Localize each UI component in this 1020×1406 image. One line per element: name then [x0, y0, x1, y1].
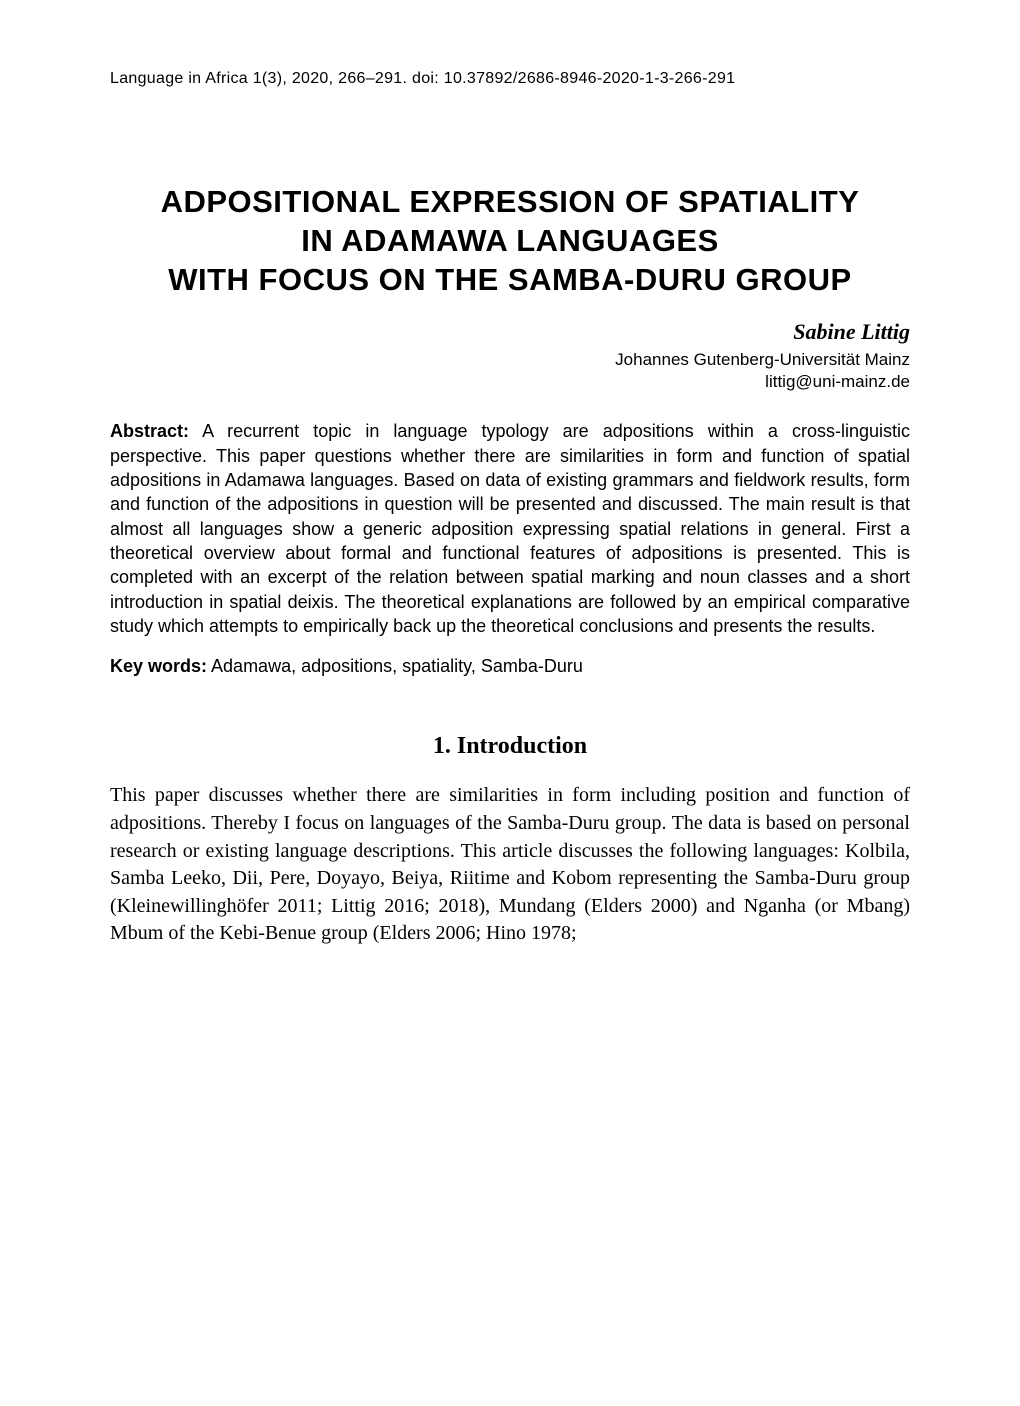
author-affiliation: Johannes Gutenberg-Universität Mainz lit… — [110, 349, 910, 393]
section-heading-introduction: 1. Introduction — [110, 733, 910, 760]
author-name: Sabine Littig — [110, 319, 910, 345]
keywords-paragraph: Key words: Adamawa, adpositions, spatial… — [110, 654, 910, 678]
title-line-3: WITH FOCUS ON THE SAMBA-DURU GROUP — [168, 262, 851, 297]
title-line-1: ADPOSITIONAL EXPRESSION OF SPATIALITY — [161, 184, 860, 219]
title-line-2: IN ADAMAWA LANGUAGES — [301, 223, 719, 258]
abstract-paragraph: Abstract: A recurrent topic in language … — [110, 419, 910, 638]
citation-line: Language in Africa 1(3), 2020, 266–291. … — [110, 70, 910, 88]
article-title: ADPOSITIONAL EXPRESSION OF SPATIALITY IN… — [110, 183, 910, 299]
affiliation-email: littig@uni-mainz.de — [765, 372, 910, 391]
abstract-text: A recurrent topic in language typology a… — [110, 421, 910, 635]
keywords-label: Key words: — [110, 656, 207, 676]
keywords-text: Adamawa, adpositions, spatiality, Samba-… — [207, 656, 583, 676]
abstract-label: Abstract: — [110, 421, 189, 441]
affiliation-institution: Johannes Gutenberg-Universität Mainz — [615, 350, 910, 369]
body-paragraph: This paper discusses whether there are s… — [110, 782, 910, 948]
